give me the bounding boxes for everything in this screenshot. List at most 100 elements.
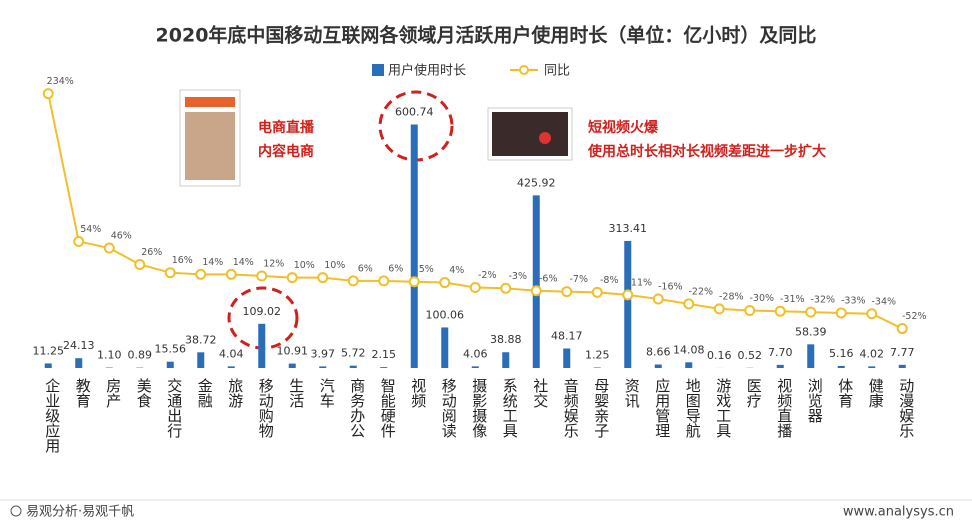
- data-label: -8%: [600, 275, 619, 286]
- x-tick-label: 教育: [73, 378, 92, 408]
- data-label: -2%: [478, 270, 497, 281]
- bar: [624, 240, 632, 368]
- photo-content: [185, 112, 235, 180]
- data-label: 38.72: [185, 333, 217, 346]
- data-label: 0.89: [128, 349, 153, 362]
- data-label: 14%: [202, 257, 223, 268]
- line-marker: [500, 282, 512, 294]
- copyright-icon: [10, 505, 22, 517]
- website: www.analysys.cn: [843, 505, 954, 520]
- x-tick-label: 商务办公: [348, 378, 367, 438]
- data-label: 3.97: [311, 347, 336, 360]
- legend-swatch: [519, 65, 529, 75]
- annotation: 短视频火爆: [588, 119, 659, 136]
- line-marker: [42, 88, 54, 100]
- bar: [685, 362, 693, 368]
- bar: [44, 363, 52, 368]
- x-tick-label: 系统工具: [500, 378, 519, 438]
- x-tick-label: 医疗: [744, 378, 763, 408]
- photo-content: [492, 112, 568, 156]
- data-label: 100.06: [426, 308, 465, 321]
- data-label: 11.25: [33, 344, 65, 357]
- data-label: 4.04: [219, 347, 244, 360]
- x-tick-label: 生活: [287, 378, 306, 408]
- bar: [410, 124, 418, 368]
- x-tick-label: 美食: [134, 378, 153, 408]
- data-label: -33%: [841, 295, 866, 306]
- x-tick-label: 体育: [836, 378, 855, 408]
- data-label: 5.16: [829, 347, 854, 360]
- data-label: 15.56: [155, 343, 187, 356]
- data-label: 14%: [233, 257, 254, 268]
- data-label: 0.52: [738, 349, 763, 362]
- bar: [227, 366, 235, 368]
- line-marker: [744, 304, 756, 316]
- line-marker: [317, 272, 329, 284]
- data-label: -31%: [780, 294, 805, 305]
- data-label: 46%: [111, 231, 132, 242]
- bar: [258, 323, 266, 368]
- data-label: -30%: [749, 293, 774, 304]
- bar: [593, 367, 601, 368]
- line-marker: [622, 289, 634, 301]
- line-marker: [408, 276, 420, 288]
- line-marker: [195, 268, 207, 280]
- photo-content: [185, 97, 235, 107]
- bar: [654, 364, 662, 368]
- x-tick-label: 地图导航: [683, 378, 702, 438]
- line-marker: [225, 268, 237, 280]
- bar: [807, 344, 815, 368]
- data-label: 54%: [80, 224, 101, 235]
- line-marker: [683, 298, 695, 310]
- x-tick-label: 智能硬件: [378, 378, 397, 438]
- data-label: 58.39: [795, 325, 827, 338]
- data-label: -16%: [658, 281, 683, 292]
- data-label: 48.17: [551, 329, 583, 342]
- data-label: 0.16: [707, 349, 732, 362]
- data-label: 7.77: [890, 346, 915, 359]
- data-label: 12%: [263, 258, 284, 269]
- data-label: 10%: [324, 260, 345, 271]
- x-tick-label: 企业级应用: [43, 378, 62, 453]
- bar: [776, 364, 784, 368]
- data-label: 14.08: [673, 343, 705, 356]
- data-label: -3%: [509, 271, 528, 282]
- line-marker: [164, 267, 176, 279]
- x-tick-label: 交通出行: [165, 378, 184, 438]
- data-label: 600.74: [395, 106, 434, 119]
- x-tick-label: 资讯: [622, 378, 641, 408]
- bar: [319, 366, 327, 368]
- bar: [868, 366, 876, 368]
- bar: [380, 367, 388, 368]
- bar: [288, 363, 296, 368]
- bar: [75, 358, 83, 368]
- data-label: 1.25: [585, 348, 610, 361]
- data-label: -32%: [810, 295, 835, 306]
- photo: [487, 107, 573, 161]
- bar: [837, 365, 845, 368]
- x-tick-label: 游戏工具: [714, 378, 733, 438]
- bar: [166, 361, 174, 368]
- x-tick-label: 移动阅读: [439, 378, 458, 438]
- line-marker: [530, 285, 542, 297]
- line-marker: [805, 306, 817, 318]
- data-label: 6%: [358, 263, 373, 274]
- data-label: 4%: [449, 265, 464, 276]
- data-label: -28%: [719, 291, 744, 302]
- data-label: 234%: [47, 76, 74, 87]
- data-label: 4.06: [463, 347, 488, 360]
- x-tick-label: 母婴亲子: [592, 378, 611, 438]
- x-tick-label: 浏览器: [805, 378, 824, 423]
- data-label: 425.92: [517, 176, 556, 189]
- annotation: 电商直播: [258, 119, 315, 136]
- line-marker: [561, 286, 573, 298]
- x-tick-label: 动漫娱乐: [897, 378, 916, 438]
- data-label: 24.13: [63, 339, 95, 352]
- legend-label: 同比: [544, 64, 570, 79]
- data-label: 6%: [388, 263, 403, 274]
- bar: [898, 364, 906, 368]
- x-tick-label: 健康: [866, 378, 885, 408]
- line-marker: [103, 242, 115, 254]
